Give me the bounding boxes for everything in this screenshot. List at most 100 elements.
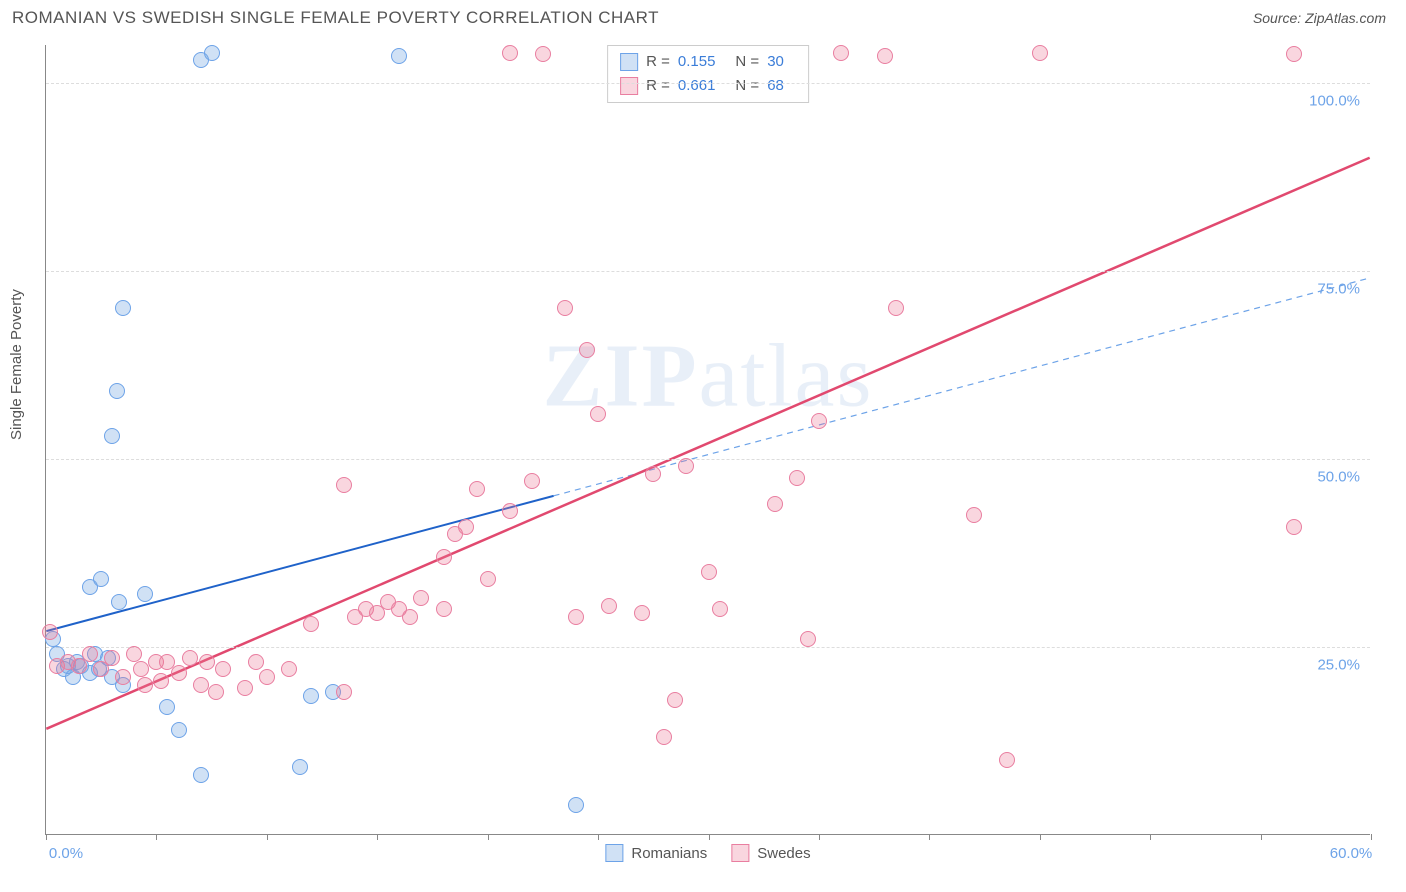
data-point <box>182 650 198 666</box>
data-point <box>215 661 231 677</box>
data-point <box>524 473 540 489</box>
data-point <box>667 692 683 708</box>
data-point <box>877 48 893 64</box>
data-point <box>303 616 319 632</box>
data-point <box>115 300 131 316</box>
data-point <box>568 797 584 813</box>
data-point <box>248 654 264 670</box>
data-point <box>159 699 175 715</box>
legend-swatch <box>605 844 623 862</box>
legend-label: Romanians <box>631 845 707 862</box>
data-point <box>634 605 650 621</box>
x-tick <box>598 834 599 840</box>
data-point <box>1286 519 1302 535</box>
data-point <box>811 413 827 429</box>
data-point <box>789 470 805 486</box>
x-tick <box>488 834 489 840</box>
legend-swatch <box>620 53 638 71</box>
data-point <box>42 624 58 640</box>
legend-series: Romanians Swedes <box>605 844 810 862</box>
data-point <box>712 601 728 617</box>
data-point <box>601 598 617 614</box>
data-point <box>999 752 1015 768</box>
x-tick <box>709 834 710 840</box>
data-point <box>111 594 127 610</box>
y-tick-label: 100.0% <box>1309 92 1360 109</box>
x-tick <box>267 834 268 840</box>
data-point <box>292 759 308 775</box>
legend-item: Romanians <box>605 844 707 862</box>
data-point <box>133 661 149 677</box>
data-point <box>193 677 209 693</box>
data-point <box>458 519 474 535</box>
y-tick-label: 50.0% <box>1317 468 1360 485</box>
gridline-h <box>46 647 1370 648</box>
x-tick <box>1040 834 1041 840</box>
x-tick <box>1371 834 1372 840</box>
data-point <box>656 729 672 745</box>
legend-row: R =0.661N =68 <box>620 74 796 98</box>
data-point <box>281 661 297 677</box>
data-point <box>104 650 120 666</box>
data-point <box>259 669 275 685</box>
data-point <box>193 767 209 783</box>
y-axis-label: Single Female Poverty <box>8 289 25 440</box>
x-tick-label: 0.0% <box>49 845 83 862</box>
chart-source: Source: ZipAtlas.com <box>1253 10 1386 26</box>
data-point <box>208 684 224 700</box>
data-point <box>336 684 352 700</box>
legend-item: Swedes <box>731 844 810 862</box>
legend-swatch <box>731 844 749 862</box>
data-point <box>204 45 220 61</box>
data-point <box>402 609 418 625</box>
data-point <box>153 673 169 689</box>
legend-correlation: R =0.155N =30R =0.661N =68 <box>607 45 809 103</box>
data-point <box>966 507 982 523</box>
data-point <box>436 601 452 617</box>
data-point <box>115 669 131 685</box>
data-point <box>82 646 98 662</box>
x-tick <box>929 834 930 840</box>
data-point <box>701 564 717 580</box>
data-point <box>137 586 153 602</box>
data-point <box>104 428 120 444</box>
chart-plot-area: ZIPatlas R =0.155N =30R =0.661N =68 Roma… <box>45 45 1370 835</box>
data-point <box>568 609 584 625</box>
chart-title: ROMANIAN VS SWEDISH SINGLE FEMALE POVERT… <box>12 8 659 28</box>
data-point <box>833 45 849 61</box>
data-point <box>303 688 319 704</box>
data-point <box>171 722 187 738</box>
data-point <box>557 300 573 316</box>
x-tick <box>156 834 157 840</box>
data-point <box>800 631 816 647</box>
data-point <box>171 665 187 681</box>
x-tick <box>819 834 820 840</box>
legend-row: R =0.155N =30 <box>620 50 796 74</box>
data-point <box>436 549 452 565</box>
data-point <box>93 571 109 587</box>
data-point <box>391 48 407 64</box>
data-point <box>888 300 904 316</box>
x-tick <box>46 834 47 840</box>
data-point <box>480 571 496 587</box>
data-point <box>767 496 783 512</box>
data-point <box>237 680 253 696</box>
data-point <box>199 654 215 670</box>
gridline-h <box>46 271 1370 272</box>
data-point <box>109 383 125 399</box>
x-tick <box>1261 834 1262 840</box>
data-point <box>469 481 485 497</box>
data-point <box>645 466 661 482</box>
data-point <box>126 646 142 662</box>
data-point <box>137 677 153 693</box>
trend-lines <box>46 45 1370 834</box>
gridline-h <box>46 83 1370 84</box>
legend-label: Swedes <box>757 845 810 862</box>
data-point <box>535 46 551 62</box>
y-tick-label: 75.0% <box>1317 280 1360 297</box>
gridline-h <box>46 459 1370 460</box>
data-point <box>502 45 518 61</box>
x-tick <box>377 834 378 840</box>
y-tick-label: 25.0% <box>1317 656 1360 673</box>
data-point <box>678 458 694 474</box>
